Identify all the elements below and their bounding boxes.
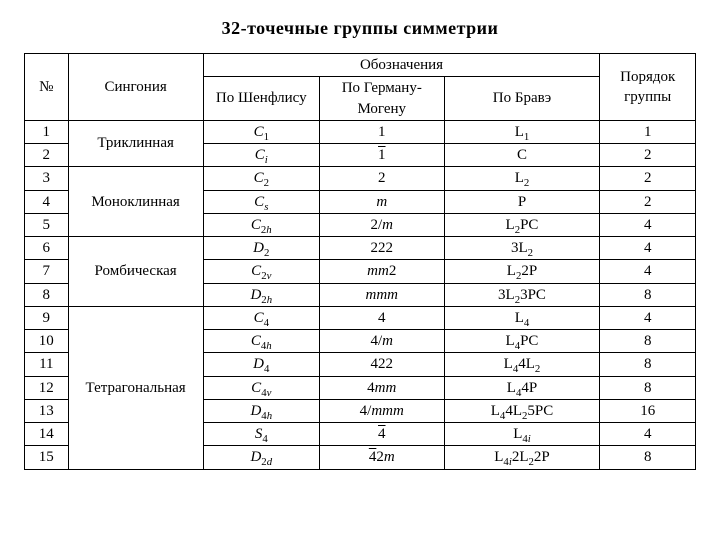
hermann-mauguin-symbol: 42m — [319, 446, 444, 469]
hermann-mauguin-symbol: 222 — [319, 237, 444, 260]
group-order: 8 — [600, 446, 696, 469]
group-order: 8 — [600, 376, 696, 399]
hermann-mauguin-symbol: 422 — [319, 353, 444, 376]
group-order: 4 — [600, 306, 696, 329]
col-bravais: По Бравэ — [444, 77, 600, 121]
table-header: № Сингония Обозначения Порядок группы По… — [25, 54, 696, 121]
row-number: 12 — [25, 376, 69, 399]
bravais-symbol: 3L2 — [444, 237, 600, 260]
group-order: 1 — [600, 120, 696, 143]
group-order: 2 — [600, 167, 696, 190]
hermann-mauguin-symbol: m — [319, 190, 444, 213]
table-row: 6РомбическаяD22223L24 — [25, 237, 696, 260]
crystal-system: Моноклинная — [68, 167, 203, 237]
row-number: 8 — [25, 283, 69, 306]
col-hermann: По Герману-Могену — [319, 77, 444, 121]
schoenflies-symbol: S4 — [203, 423, 319, 446]
bravais-symbol: L1 — [444, 120, 600, 143]
row-number: 10 — [25, 330, 69, 353]
row-number: 7 — [25, 260, 69, 283]
row-number: 9 — [25, 306, 69, 329]
row-number: 11 — [25, 353, 69, 376]
group-order: 16 — [600, 399, 696, 422]
row-number: 6 — [25, 237, 69, 260]
table-row: 1ТриклиннаяC11L11 — [25, 120, 696, 143]
hermann-mauguin-symbol: 2/m — [319, 213, 444, 236]
schoenflies-symbol: C4 — [203, 306, 319, 329]
group-order: 8 — [600, 283, 696, 306]
crystal-system: Триклинная — [68, 120, 203, 167]
row-number: 2 — [25, 144, 69, 167]
hermann-mauguin-symbol: 4/mmm — [319, 399, 444, 422]
schoenflies-symbol: D2 — [203, 237, 319, 260]
crystal-system: Тетрагональная — [68, 306, 203, 469]
group-order: 2 — [600, 190, 696, 213]
table-body: 1ТриклиннаяC11L112Ci1C23МоноклиннаяC22L2… — [25, 120, 696, 469]
bravais-symbol: L2 — [444, 167, 600, 190]
bravais-symbol: L4i — [444, 423, 600, 446]
row-number: 1 — [25, 120, 69, 143]
hermann-mauguin-symbol: 2 — [319, 167, 444, 190]
row-number: 14 — [25, 423, 69, 446]
schoenflies-symbol: C4v — [203, 376, 319, 399]
schoenflies-symbol: C2v — [203, 260, 319, 283]
bravais-symbol: C — [444, 144, 600, 167]
row-number: 15 — [25, 446, 69, 469]
schoenflies-symbol: C2 — [203, 167, 319, 190]
group-order: 8 — [600, 353, 696, 376]
col-num: № — [25, 54, 69, 121]
bravais-symbol: L2PC — [444, 213, 600, 236]
group-order: 4 — [600, 260, 696, 283]
group-order: 8 — [600, 330, 696, 353]
bravais-symbol: L4PC — [444, 330, 600, 353]
schoenflies-symbol: D4h — [203, 399, 319, 422]
schoenflies-symbol: D2h — [203, 283, 319, 306]
group-order: 4 — [600, 423, 696, 446]
crystal-system: Ромбическая — [68, 237, 203, 307]
row-number: 4 — [25, 190, 69, 213]
row-number: 5 — [25, 213, 69, 236]
bravais-symbol: L44P — [444, 376, 600, 399]
col-system: Сингония — [68, 54, 203, 121]
bravais-symbol: L22P — [444, 260, 600, 283]
hermann-mauguin-symbol: mmm — [319, 283, 444, 306]
group-order: 4 — [600, 237, 696, 260]
bravais-symbol: L4 — [444, 306, 600, 329]
symmetry-table: № Сингония Обозначения Порядок группы По… — [24, 53, 696, 470]
col-notations: Обозначения — [203, 54, 600, 77]
bravais-symbol: L44L25PC — [444, 399, 600, 422]
schoenflies-symbol: D4 — [203, 353, 319, 376]
hermann-mauguin-symbol: 1 — [319, 144, 444, 167]
bravais-symbol: L4i2L22P — [444, 446, 600, 469]
row-number: 13 — [25, 399, 69, 422]
col-schoenflies: По Шенфлису — [203, 77, 319, 121]
col-order: Порядок группы — [600, 54, 696, 121]
hermann-mauguin-symbol: mm2 — [319, 260, 444, 283]
schoenflies-symbol: Cs — [203, 190, 319, 213]
schoenflies-symbol: C4h — [203, 330, 319, 353]
row-number: 3 — [25, 167, 69, 190]
bravais-symbol: L44L2 — [444, 353, 600, 376]
hermann-mauguin-symbol: 4mm — [319, 376, 444, 399]
schoenflies-symbol: C2h — [203, 213, 319, 236]
hermann-mauguin-symbol: 4 — [319, 423, 444, 446]
schoenflies-symbol: D2d — [203, 446, 319, 469]
group-order: 2 — [600, 144, 696, 167]
table-row: 3МоноклиннаяC22L22 — [25, 167, 696, 190]
hermann-mauguin-symbol: 1 — [319, 120, 444, 143]
hermann-mauguin-symbol: 4/m — [319, 330, 444, 353]
group-order: 4 — [600, 213, 696, 236]
hermann-mauguin-symbol: 4 — [319, 306, 444, 329]
schoenflies-symbol: C1 — [203, 120, 319, 143]
bravais-symbol: P — [444, 190, 600, 213]
page-title: 32-точечные группы симметрии — [24, 18, 696, 39]
bravais-symbol: 3L23PC — [444, 283, 600, 306]
table-row: 9ТетрагональнаяC44L44 — [25, 306, 696, 329]
schoenflies-symbol: Ci — [203, 144, 319, 167]
